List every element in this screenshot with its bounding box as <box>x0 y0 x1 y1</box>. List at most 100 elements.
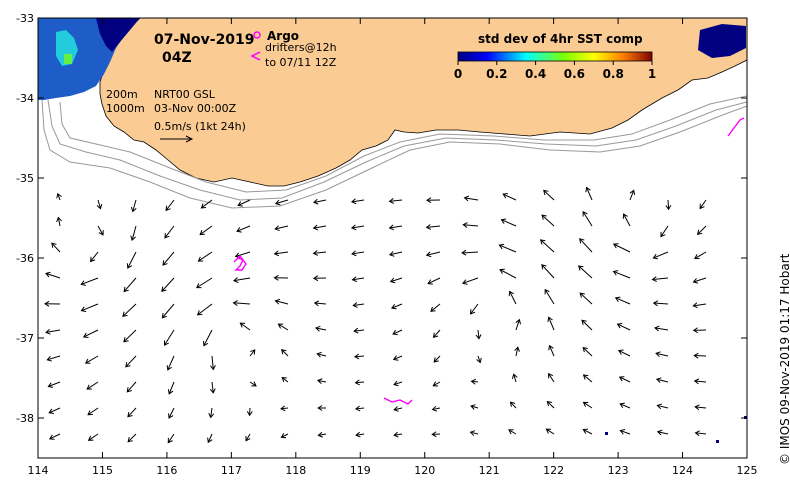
current-arrowhead <box>654 325 660 332</box>
current-arrowhead <box>251 381 257 387</box>
sst-patch-west-dark <box>96 18 140 52</box>
current-arrow <box>433 355 441 363</box>
current-arrowhead <box>431 405 438 412</box>
current-arrowhead <box>544 288 550 295</box>
current-arrow <box>619 376 631 383</box>
current-arrowhead <box>432 332 439 339</box>
current-arrow <box>47 355 61 361</box>
current-arrowhead <box>469 309 476 315</box>
x-tick-label: 125 <box>737 464 758 477</box>
current-arrowhead <box>699 203 705 210</box>
current-arrowhead <box>582 346 588 353</box>
current-arrow <box>314 302 327 305</box>
current-arrow <box>462 251 479 254</box>
current-arrowhead <box>98 230 104 236</box>
current-arrow <box>579 292 593 305</box>
current-arrow <box>211 381 214 393</box>
x-tick-label: 122 <box>543 464 564 477</box>
current-arrowhead <box>89 256 96 263</box>
current-arrowhead <box>426 197 432 204</box>
current-arrow <box>499 244 517 253</box>
current-arrow <box>613 243 631 253</box>
current-arrowhead <box>168 413 174 419</box>
current-arrow <box>131 225 137 241</box>
current-arrow <box>470 405 479 409</box>
current-arrowhead <box>515 318 522 325</box>
current-arrow <box>233 277 251 282</box>
current-arrowhead <box>353 327 359 334</box>
current-arrowhead <box>274 225 280 232</box>
current-arrow <box>249 381 257 387</box>
current-arrow <box>317 353 327 357</box>
current-arrow <box>97 199 101 209</box>
current-arrow <box>657 404 669 409</box>
current-arrowhead <box>245 435 251 442</box>
current-arrow <box>126 381 137 393</box>
current-arrow <box>280 407 289 410</box>
current-arrowhead <box>315 325 321 332</box>
current-arrowhead <box>274 199 281 206</box>
current-arrow <box>515 319 520 331</box>
current-arrow <box>317 379 327 383</box>
current-arrowhead <box>652 300 659 307</box>
current-arrowhead <box>696 229 703 236</box>
current-arrow <box>237 199 251 206</box>
current-arrow <box>699 199 707 209</box>
current-arrow <box>509 291 517 305</box>
current-arrow <box>127 407 137 418</box>
current-arrow <box>85 355 99 364</box>
current-arrow <box>132 199 137 212</box>
current-arrowhead <box>166 365 172 371</box>
current-arrowhead <box>463 195 470 202</box>
current-arrowhead <box>313 300 320 307</box>
current-arrow <box>464 197 479 201</box>
current-arrow <box>207 433 213 443</box>
y-tick-label: -38 <box>16 412 34 425</box>
x-tick-label: 114 <box>28 464 49 477</box>
current-arrow <box>501 219 517 227</box>
credit-label: © IMOS 09-Nov-2019 01:17 Hobart <box>778 253 790 465</box>
current-arrowhead <box>316 351 322 358</box>
current-arrow <box>353 303 365 306</box>
current-arrow <box>427 277 441 285</box>
current-arrow <box>281 433 289 438</box>
current-arrowhead <box>354 379 360 386</box>
current-arrowhead <box>167 437 173 444</box>
current-arrowhead <box>425 251 432 258</box>
current-arrowhead <box>432 381 439 387</box>
current-arrowhead <box>582 401 589 407</box>
current-arrow <box>351 199 365 203</box>
current-arrow <box>235 251 251 257</box>
current-arrowhead <box>45 271 51 278</box>
current-arrow <box>693 303 707 307</box>
map-date: 07-Nov-2019 <box>154 32 255 48</box>
current-arrowhead <box>694 404 700 411</box>
current-arrowhead <box>197 256 204 262</box>
current-arrowhead <box>545 428 552 434</box>
current-arrowhead <box>123 337 129 343</box>
current-arrowhead <box>502 193 508 199</box>
current-arrowhead <box>123 286 129 293</box>
current-arrowhead <box>694 430 700 437</box>
y-tick-label: -35 <box>16 172 34 185</box>
current-arrow <box>667 199 670 210</box>
current-arrow <box>127 433 137 443</box>
current-arrowhead <box>539 239 546 245</box>
current-arrow <box>652 277 669 280</box>
current-arrow <box>390 277 403 283</box>
current-arrow <box>433 329 441 338</box>
sst-patch-east <box>698 24 746 58</box>
current-arrowhead <box>237 201 243 207</box>
current-arrow <box>164 329 175 346</box>
current-arrowhead <box>427 279 433 285</box>
current-arrow <box>281 349 289 357</box>
current-arrowhead <box>656 429 663 436</box>
current-arrowhead <box>693 378 700 385</box>
current-arrowhead <box>167 389 174 395</box>
current-arrowhead <box>692 327 699 334</box>
x-tick-label: 119 <box>350 464 371 477</box>
current-arrow <box>197 303 213 316</box>
current-arrowhead <box>499 268 505 274</box>
current-arrow <box>541 214 555 227</box>
